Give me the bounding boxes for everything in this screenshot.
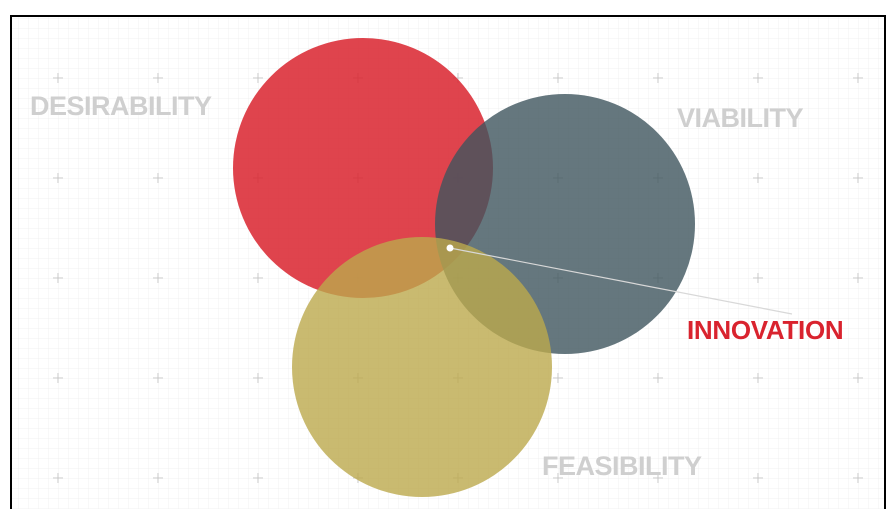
pointer-line — [449, 247, 793, 315]
feasibility-circle — [292, 237, 552, 497]
pointer-dot — [446, 244, 454, 252]
feasibility-label: FEASIBILITY — [542, 451, 702, 481]
viability-label: VIABILITY — [677, 103, 803, 133]
desirability-circle — [233, 38, 493, 298]
innovation-label: INNOVATION — [687, 315, 843, 345]
desirability-label: DESIRABILITY — [30, 91, 212, 121]
frame — [10, 15, 886, 509]
